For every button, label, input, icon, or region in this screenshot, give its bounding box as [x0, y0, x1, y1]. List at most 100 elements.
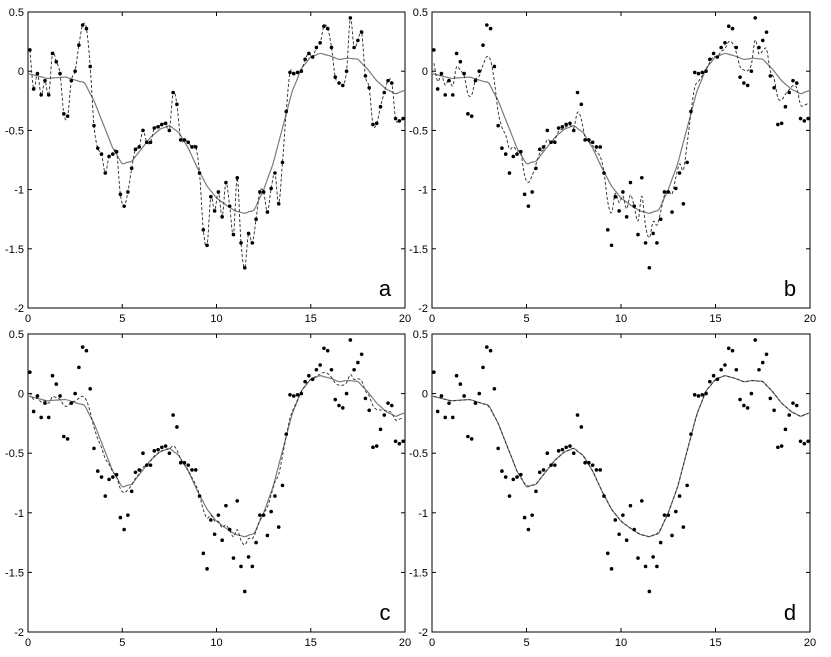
sample-point [681, 525, 686, 529]
sample-point [594, 145, 599, 149]
sample-point [160, 445, 164, 450]
sample-point [764, 30, 769, 34]
sample-point [58, 71, 62, 76]
sample-point [481, 43, 485, 47]
y-tick-label: 0 [422, 66, 428, 78]
sample-point [333, 397, 338, 402]
y-tick-label: 0 [18, 66, 24, 78]
panel-c: 0 5 10 15 20 0.5 0 -0.5 -1 -1.5 -2 c [5, 329, 411, 649]
sample-point [307, 51, 311, 56]
y-tick-label: -1.5 [5, 244, 24, 256]
sample-point [458, 59, 463, 64]
sample-point [662, 190, 667, 194]
plot-frame [431, 11, 811, 309]
sample-point [80, 345, 85, 349]
sample-point [62, 112, 66, 116]
sample-point [280, 160, 285, 165]
sample-point [303, 57, 307, 62]
sample-point [39, 93, 43, 97]
sample-point [488, 348, 493, 353]
sample-point [564, 122, 568, 127]
sample-point [269, 186, 273, 191]
plot-frame [27, 333, 406, 633]
sample-point [344, 391, 349, 396]
y-tick-label: -0.5 [5, 448, 24, 460]
sample-point [216, 513, 221, 517]
sample-point [481, 365, 485, 370]
x-tick-label: 20 [804, 637, 816, 649]
sample-point [776, 122, 780, 127]
sample-point [791, 401, 795, 405]
x-tick-label: 5 [119, 637, 125, 649]
sample-point [794, 403, 799, 408]
y-tick-label: -2 [418, 627, 428, 639]
sample-point [435, 87, 440, 91]
sample-point [46, 415, 51, 420]
sample-point [515, 152, 519, 156]
sample-point [617, 209, 621, 213]
sample-point [749, 69, 754, 73]
sample-point [704, 391, 708, 396]
sample-point [776, 445, 780, 450]
x-tick-label: 10 [210, 637, 222, 649]
sample-point [386, 78, 390, 83]
sample-point [84, 348, 89, 353]
sample-point [141, 451, 145, 456]
sample-point [689, 109, 693, 114]
sample-point [734, 45, 739, 50]
sample-point [374, 444, 379, 448]
sample-point [723, 363, 727, 367]
sample-point [88, 387, 93, 391]
sample-point [439, 71, 444, 76]
sample-point [632, 204, 637, 208]
panel-label: c [380, 600, 391, 625]
sample-point [764, 352, 769, 357]
sample-point [363, 396, 368, 401]
sample-point [496, 446, 500, 451]
sample-point [291, 71, 296, 76]
sample-point [378, 104, 383, 109]
estimate-line [433, 39, 809, 239]
sample-point [711, 51, 716, 56]
sample-point [254, 540, 258, 545]
sample-point [689, 432, 693, 436]
sample-point [50, 373, 55, 378]
sample-point [171, 413, 175, 417]
sample-point [628, 503, 633, 508]
y-tick-label: 0.5 [413, 329, 428, 341]
sample-point [254, 217, 258, 221]
sample-point [692, 70, 697, 75]
sample-point [246, 231, 251, 236]
sample-point [503, 152, 508, 156]
sample-point [454, 373, 459, 378]
sample-point [239, 564, 243, 569]
sample-point [239, 241, 243, 245]
sample-point [80, 23, 85, 27]
sample-point [798, 116, 803, 121]
sample-point [77, 365, 81, 370]
sample-point [432, 370, 436, 374]
sample-point [609, 243, 614, 248]
sample-point [401, 439, 405, 444]
sample-point [651, 231, 655, 236]
sample-point [700, 392, 705, 397]
sample-point [318, 40, 322, 45]
sample-point [54, 382, 59, 386]
sample-point [133, 147, 138, 152]
sample-point [488, 26, 493, 31]
sample-point [397, 441, 402, 446]
sample-point [670, 210, 674, 214]
y-tick-label: -0.5 [5, 125, 24, 137]
x-tick-label: 5 [119, 313, 125, 325]
sample-point [530, 513, 534, 517]
sample-point [190, 468, 194, 472]
true-signal-line [27, 52, 406, 214]
sample-point [624, 538, 629, 543]
sample-point [246, 555, 251, 559]
sample-point [677, 171, 682, 175]
sample-point [496, 123, 500, 128]
sample-point [92, 446, 96, 451]
true-signal-line [431, 52, 811, 214]
sample-point [742, 81, 746, 85]
y-tick-label: -1.5 [409, 244, 428, 256]
